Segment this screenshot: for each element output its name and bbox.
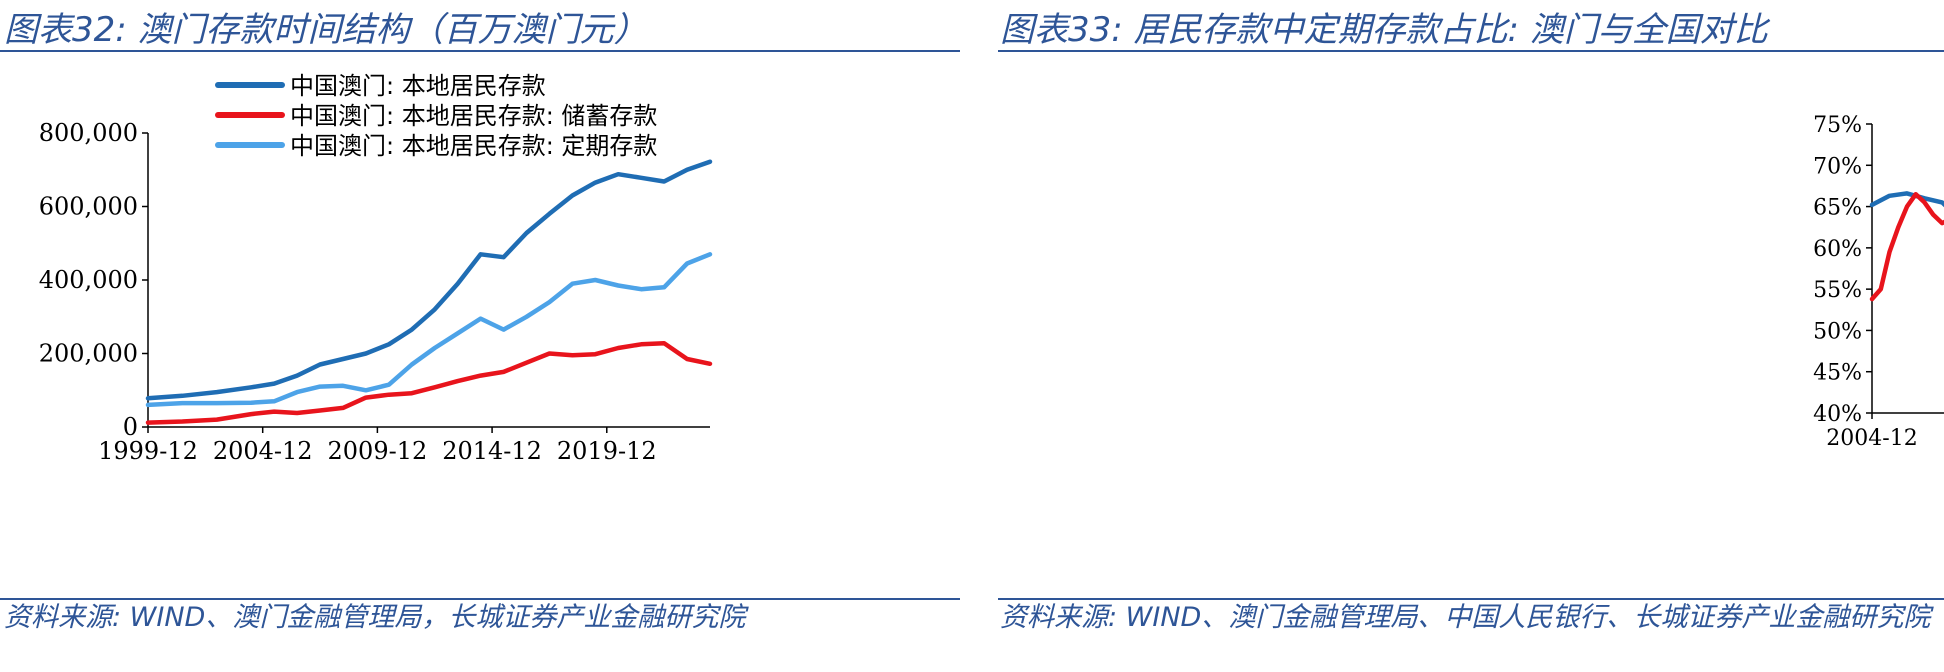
left-chart: 0 200,000 400,000 600,000 800,000 1999-12 2004…: [39, 72, 713, 465]
y-tick-label: 0: [123, 413, 138, 441]
right-source-note: 资料来源: WIND、澳门金融管理局、中国人民银行、长城证券产业金融研究院: [1000, 602, 1931, 633]
y-tick-label: 70%: [1813, 154, 1862, 179]
y-tick-label: 40%: [1813, 402, 1862, 427]
left-source-note: 资料来源: WIND、澳门金融管理局，长城证券产业金融研究院: [4, 602, 746, 633]
series-line-3: [145, 252, 713, 408]
x-tick-label: 2004-12: [1826, 426, 1917, 451]
left-title-rule: [0, 50, 960, 52]
y-tick-label: 50%: [1813, 319, 1862, 344]
y-tick-label: 800,000: [39, 119, 138, 147]
right-chart: 40%45%50%55%60%65%70%75%2004-122008-1220…: [1813, 113, 1944, 451]
y-tick-label: 65%: [1813, 196, 1862, 221]
left-source-rule: [0, 598, 960, 600]
y-tick-label: 200,000: [39, 340, 138, 368]
y-tick-label: 55%: [1813, 278, 1862, 303]
x-tick-label: 2009-12: [328, 437, 428, 465]
x-tick-label: 1999-12: [98, 437, 198, 465]
x-tick-label: 2014-12: [442, 437, 542, 465]
right-title-rule: [998, 50, 1944, 52]
y-tick-label: 600,000: [39, 193, 138, 221]
legend-label: 中国澳门: 本地居民存款: 储蓄存款: [290, 102, 657, 130]
series-line-2: [145, 340, 713, 425]
y-tick-label: 75%: [1813, 113, 1862, 138]
series-line-1: [1869, 191, 1944, 208]
legend-label: 中国澳门: 本地居民存款: 定期存款: [290, 132, 657, 160]
x-tick-label: 2019-12: [557, 437, 657, 465]
y-tick-label: 45%: [1813, 361, 1862, 386]
y-tick-label: 60%: [1813, 237, 1862, 262]
series-line-2: [1869, 191, 1944, 302]
right-source-rule: [998, 598, 1944, 600]
series-line-1: [145, 159, 713, 401]
x-tick-label: 2004-12: [213, 437, 313, 465]
left-panel-title: 图表32: 澳门存款时间结构（百万澳门元）: [4, 10, 648, 50]
y-tick-label: 400,000: [39, 266, 138, 294]
right-panel-title: 图表33: 居民存款中定期存款占比: 澳门与全国对比: [1000, 10, 1768, 50]
legend-label: 中国澳门: 本地居民存款: [290, 72, 546, 100]
